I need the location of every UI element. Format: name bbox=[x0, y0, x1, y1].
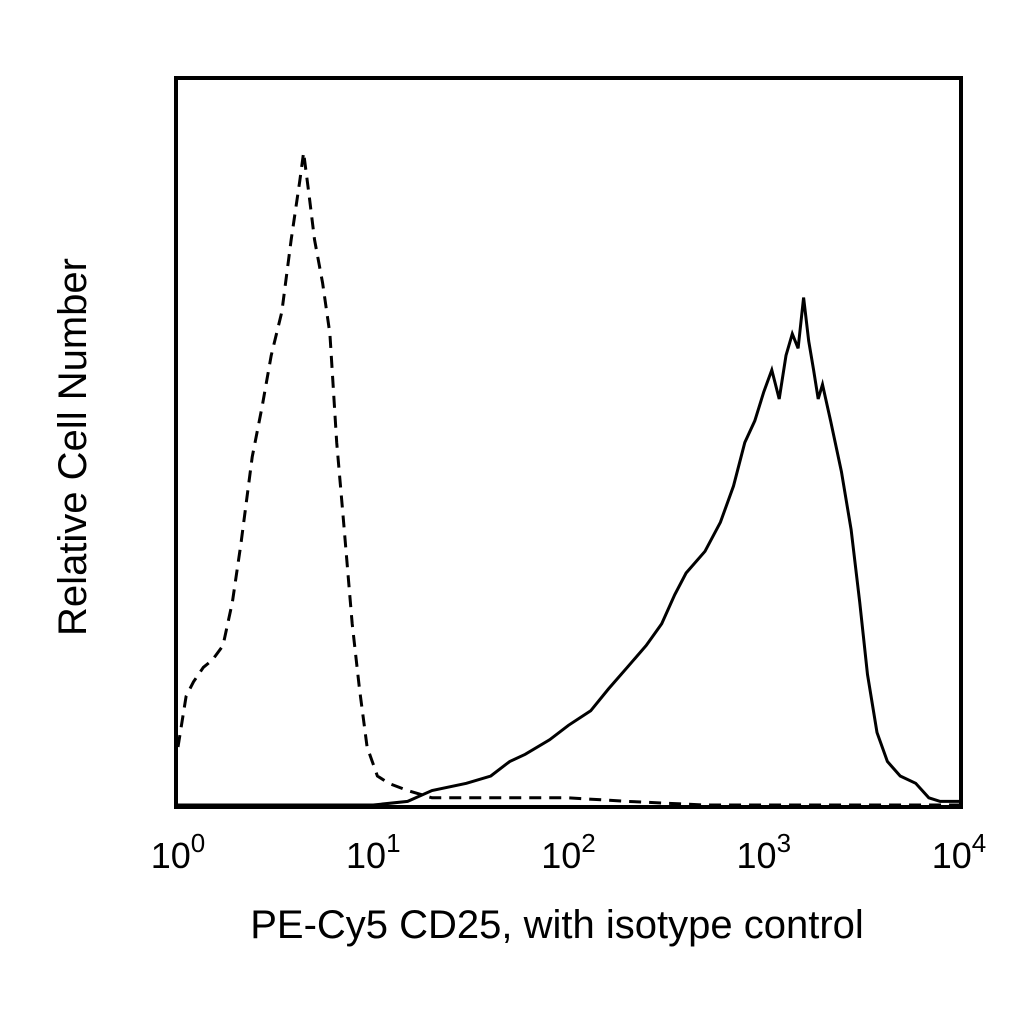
plot-frame bbox=[174, 76, 963, 809]
x-tick-label: 100 bbox=[151, 828, 206, 876]
x-tick-label: 103 bbox=[737, 828, 792, 876]
x-tick-label: 101 bbox=[346, 828, 401, 876]
isotype-control-histogram bbox=[176, 152, 959, 807]
x-axis-title: PE-Cy5 CD25, with isotype control bbox=[250, 903, 864, 947]
cd25-histogram bbox=[178, 297, 959, 807]
y-axis-title: Relative Cell Number bbox=[51, 258, 95, 636]
x-tick-label: 104 bbox=[932, 828, 987, 876]
x-tick-label: 102 bbox=[541, 828, 596, 876]
x-tick-labels: 100 101 102 103 104 bbox=[151, 828, 987, 876]
series-layer bbox=[176, 152, 959, 807]
